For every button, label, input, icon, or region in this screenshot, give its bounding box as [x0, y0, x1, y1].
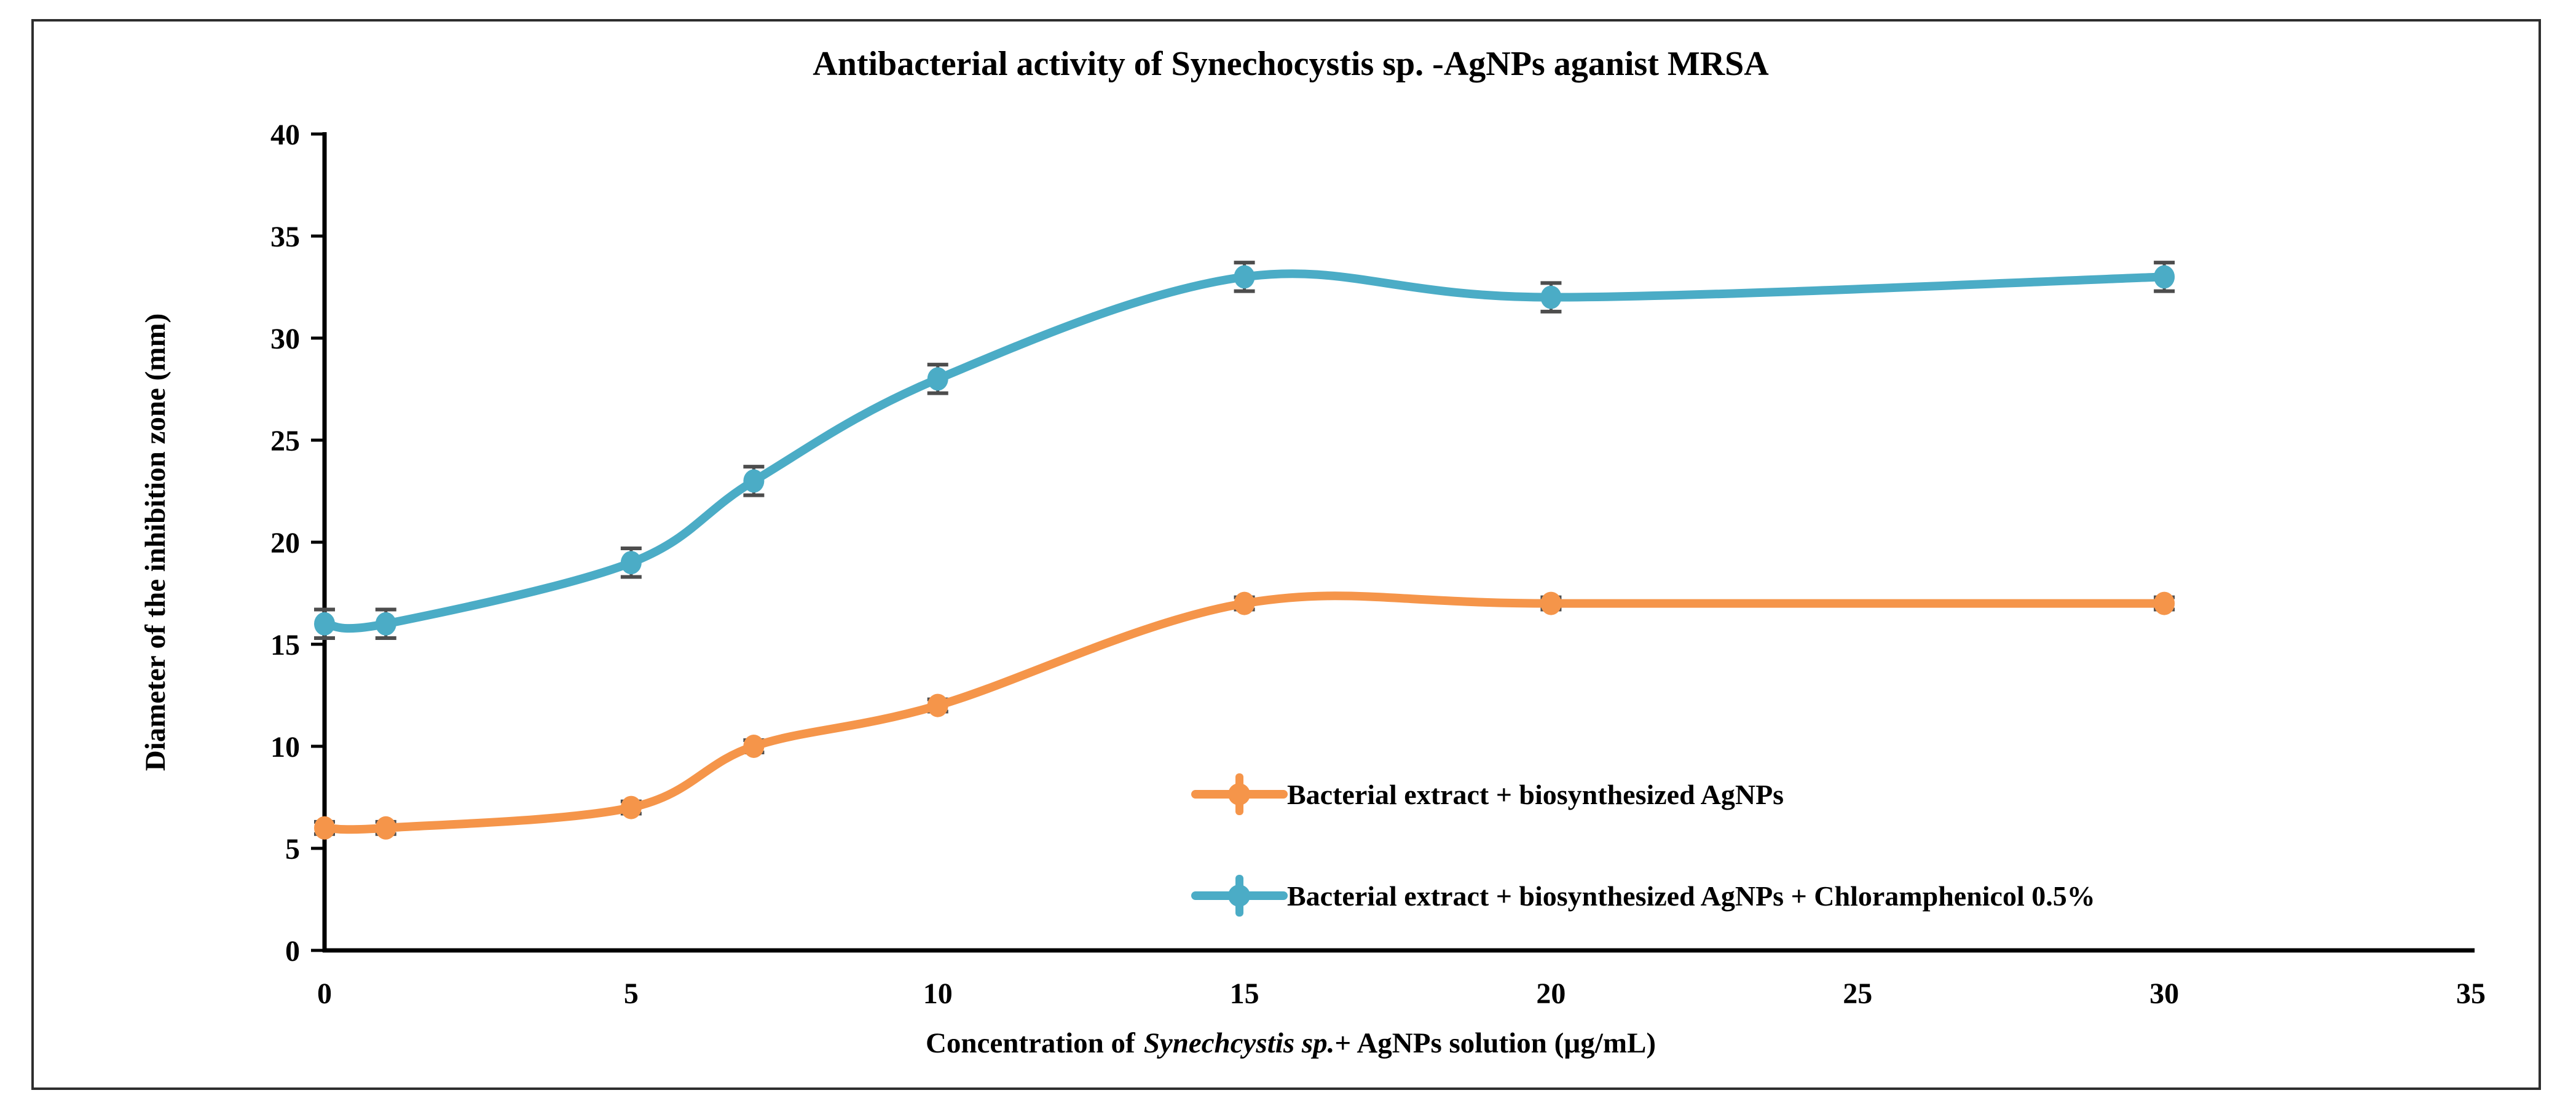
data-point-1-x5-y19	[620, 551, 642, 575]
legend-marker-chloramphenicol	[1228, 885, 1250, 907]
data-point-1-x7-y23	[743, 469, 765, 493]
series-layer	[314, 265, 2175, 840]
legend-item-agnps: Bacterial extract + biosynthesized AgNPs	[1191, 773, 1784, 815]
data-point-0-x30-y17	[2154, 591, 2175, 615]
x-tick-label-25: 25	[1843, 977, 1872, 1010]
data-point-1-x0-y16	[314, 612, 335, 636]
data-point-0-x1-y6	[375, 816, 396, 840]
y-tick-label-20: 20	[270, 527, 300, 559]
x-tick-label-15: 15	[1230, 977, 1259, 1010]
data-point-1-x10-y28	[927, 367, 948, 391]
legend: Bacterial extract + biosynthesized AgNPs…	[1191, 773, 2095, 917]
y-tick-label-35: 35	[270, 221, 300, 253]
axis-ticks-layer: 0 5 10 15 20 25 30 35 40 0 5 10 15 20 25 30 35	[270, 119, 2486, 1010]
data-point-0-x10-y12	[927, 693, 948, 717]
data-point-0-x20-y17	[1540, 591, 1562, 615]
data-point-1-x15-y33	[1234, 265, 1255, 289]
y-tick-label-15: 15	[270, 629, 300, 661]
y-tick-label-0: 0	[285, 935, 300, 968]
y-tick-label-5: 5	[285, 833, 300, 866]
y-tick-label-40: 40	[270, 119, 300, 151]
data-point-0-x7-y10	[743, 735, 765, 758]
legend-marker-agnps	[1228, 783, 1250, 805]
series-line-1	[320, 269, 2169, 633]
x-axis-title-species: Synechcystis sp.	[1144, 1027, 1335, 1059]
x-axis-title: Concentration of Synechcystis sp.+ AgNPs …	[926, 1027, 1656, 1059]
data-point-0-x15-y17	[1234, 591, 1255, 615]
x-tick-label-5: 5	[624, 977, 639, 1010]
data-point-1-x1-y16	[375, 612, 396, 636]
y-tick-label-10: 10	[270, 731, 300, 764]
figure-border	[31, 19, 2541, 1090]
x-axis-title-prefix: Concentration of	[926, 1027, 1136, 1059]
y-axis-title: Diameter of the inhibition zone (mm)	[140, 314, 171, 772]
data-point-1-x30-y33	[2154, 265, 2175, 289]
chart-title: Antibacterial activity of Synechocystis …	[813, 45, 1769, 83]
x-tick-label-0: 0	[317, 977, 332, 1010]
data-point-1-x20-y32	[1540, 285, 1562, 309]
x-tick-label-20: 20	[1536, 977, 1566, 1010]
legend-label-chloramphenicol: Bacterial extract + biosynthesized AgNPs…	[1287, 880, 2095, 912]
legend-item-agnps-chloramphenicol: Bacterial extract + biosynthesized AgNPs…	[1191, 875, 2095, 917]
x-axis-title-suffix: + AgNPs solution (µg/mL)	[1334, 1027, 1656, 1059]
y-tick-label-30: 30	[270, 323, 300, 355]
x-tick-label-35: 35	[2456, 977, 2486, 1010]
series-line-0	[320, 591, 2169, 834]
x-tick-label-30: 30	[2149, 977, 2179, 1010]
data-point-0-x0-y6	[314, 816, 335, 840]
y-tick-label-25: 25	[270, 425, 300, 457]
x-tick-label-10: 10	[923, 977, 953, 1010]
legend-label-agnps: Bacterial extract + biosynthesized AgNPs	[1287, 779, 1784, 810]
data-point-0-x5-y7	[620, 795, 642, 819]
